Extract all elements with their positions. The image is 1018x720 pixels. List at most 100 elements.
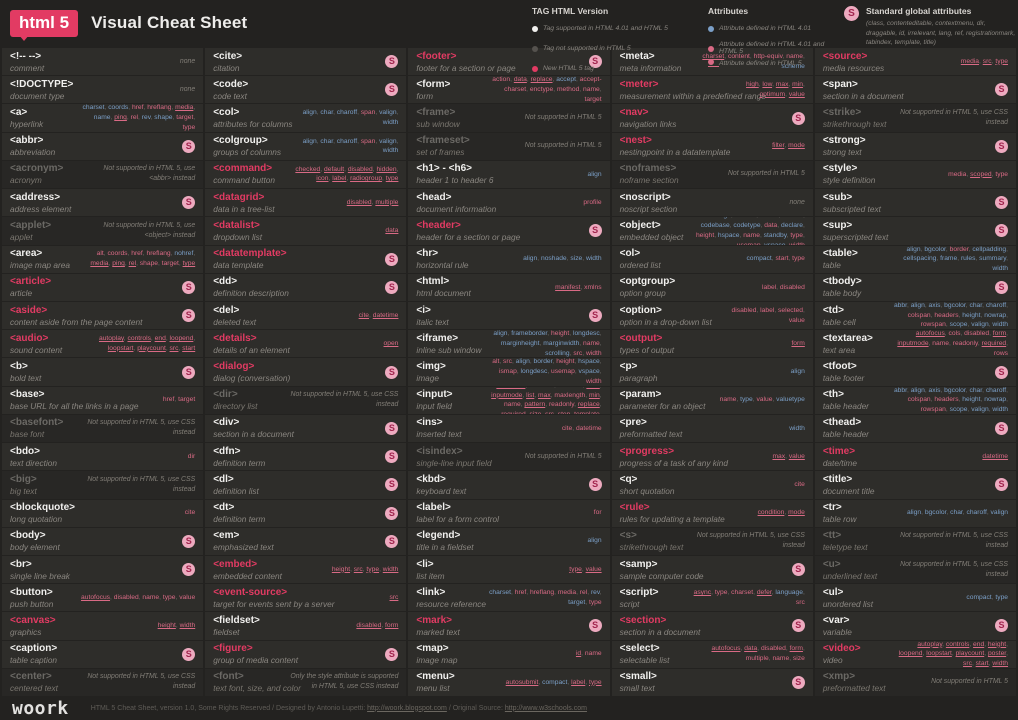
attr-span: span [360,137,376,145]
tag-name: <tbody> [822,276,862,288]
attr-char: char [969,302,983,309]
tag-row: <time> date/time datetime [814,443,1017,471]
attr-rel: rel [130,114,139,122]
tag-note: none [789,198,805,206]
tag-attributes: form [791,339,804,349]
tag-attributes: S [182,196,196,210]
tag-name: <aside> [10,304,48,316]
tag-description: parameter for an object [619,401,706,412]
tag-description: variable [822,626,852,637]
tag-attributes: async, type, charset, defer, language, s… [693,589,805,606]
tag-description: header for a section or page [416,231,521,242]
attr-nowrap: nowrap [984,396,1007,404]
tag-note: Not supported in HTML 5 [524,452,602,460]
tag-description: directory list [213,401,258,412]
tag-row: <small> small text S [611,668,813,697]
tag-row: <textarea> text area autofocus, cols, disa… [814,330,1017,358]
tag-attributes: S [791,675,805,689]
tag-note: Only the style attribute is supported in… [290,673,399,691]
tag-description: paragraph [619,373,658,384]
tag-row: <strike> strikethrough text Not supported … [814,104,1017,132]
global-attributes-badge: S [385,252,399,266]
tag-description: preformatted text [619,429,683,440]
tag-attributes: dir [188,452,195,462]
tag-attributes: S [791,619,805,633]
attr-archive: archive [735,217,757,219]
tag-name: <frame> [416,107,456,119]
tag-row: <ins> inserted text cite, datetime [408,414,610,443]
attr-height: height [987,640,1007,648]
global-attributes-badge: S [385,450,399,464]
attr-value: value [585,565,602,573]
tag-name: <address> [10,191,61,203]
attr-ping: ping [112,260,125,268]
attr-checked: checked [295,165,321,173]
attr-height: height [157,622,176,630]
tag-attributes: S [385,55,399,69]
attr-src: src [389,593,399,601]
tag-description: html document [416,288,471,299]
attr-step: step [558,411,571,414]
attr-http-equiv: http-equiv [753,52,783,60]
legend-item: Attribute defined in HTML 4.01 and HTML … [708,39,844,57]
designer-link[interactable]: http://woork.blogspot.com [367,704,447,712]
tag-row: <!DOCTYPE> document type none [2,76,204,104]
tag-description: measurement within a predefined range [619,90,766,101]
tag-name: <event-source> [213,586,288,598]
attr-data: data [744,645,758,653]
tag-name: <ul> [822,586,844,598]
column-3: <footer> footer for a section or page S <fo… [408,48,610,697]
tag-name: <strike> [822,107,862,119]
tag-name: <caption> [10,643,58,655]
tag-attributes: cite [794,480,804,490]
attr-type: type [740,396,753,404]
original-source-link[interactable]: http://www.w3schools.com [504,704,587,712]
tag-name: <button> [10,586,53,598]
attr-multiple: multiple [375,198,399,206]
attr-charoff: charoff [336,137,358,145]
tag-name: <output> [619,332,663,344]
tag-row: <base> base URL for all the links in a pa… [2,386,204,414]
attr-cite: cite [358,311,370,319]
footer-source-text: / Original Source: [448,704,503,712]
global-attributes-badge: S [385,506,399,520]
attr-usemap: usemap [551,368,575,376]
tag-name: <label> [416,502,451,514]
global-attributes-badge: S [995,619,1009,633]
attr-longdesc: longdesc [572,330,600,338]
tag-attributes: Not supported in HTML 5, use CSS instead [690,531,805,551]
attr-max: max [775,81,789,89]
tag-name: <head> [416,191,452,203]
tag-attributes: Not supported in HTML 5 [931,677,1008,687]
tag-name: <p> [619,361,638,373]
global-attributes-badge: S [995,224,1009,238]
tag-description: date/time [822,457,857,468]
tag-name: <u> [822,558,841,570]
tag-name: <form> [416,78,451,90]
tag-description: content aside from the page content [10,316,143,327]
tag-row: <center> centered text Not supported in HT… [2,668,204,697]
attr-frame: frame [940,255,958,263]
tag-name: <img> [416,361,446,373]
attr-height: height [556,358,575,366]
tag-row: <dir> directory list Not supported in HTML… [205,386,407,414]
tag-row: <span> section in a document S [814,76,1017,104]
attr-pattern: pattern [524,401,546,409]
tag-name: <th> [822,389,844,401]
attr-value: value [179,593,196,601]
tag-attributes: profile [583,198,601,208]
tag-name: <a> [10,107,28,119]
attr-loopstart: loopstart [926,650,952,658]
attr-language: language [775,589,803,597]
column-1: <!-- --> comment none <!DOCTYPE> document ty… [2,48,204,697]
tag-name: <br> [10,558,32,570]
tag-attributes: align, archive, border, classid, codebas… [690,217,805,244]
tag-name: <tfoot> [822,361,857,373]
tag-attributes: none [180,85,195,95]
tag-row: <body> body element S [2,527,204,555]
tag-row: <noscript> noscript section none [611,189,813,217]
tag-row: <audio> sound content autoplay, controls, … [2,330,204,358]
tag-row: <colgroup> groups of columns align, char, … [205,132,407,160]
legend-tag-version-items: Tag supported in HTML 4.01 and HTML 5 Tag… [532,19,708,77]
tag-row: <del> deleted text cite, datetime [205,301,407,330]
